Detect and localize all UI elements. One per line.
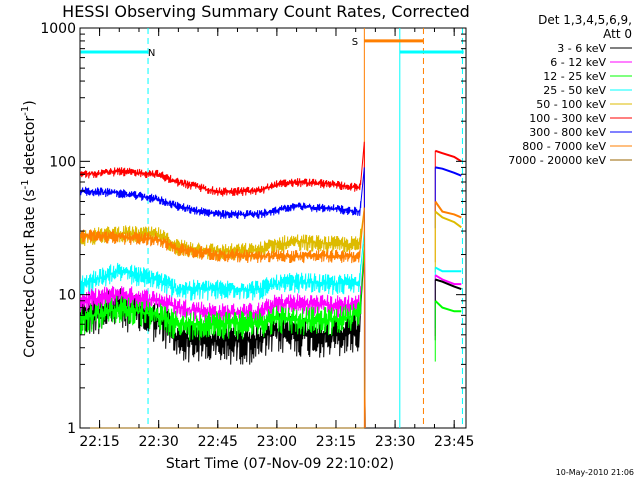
series-line-2 <box>80 243 366 429</box>
chart-title: HESSI Observing Summary Count Rates, Cor… <box>62 2 470 21</box>
series-line-5 <box>80 141 366 429</box>
x-tick-label: 23:45 <box>434 434 474 450</box>
axis-ticks: 22:15 22:30 22:45 23:00 23:15 23:30 23:45 1 10 10… <box>40 21 474 450</box>
y-axis-title: Corrected Count Rate (s-1 detector-1) <box>20 100 38 357</box>
post-gap-line-3 <box>434 210 462 229</box>
legend-title-line2: Att 0 <box>603 27 632 41</box>
series-line-7 <box>80 207 366 429</box>
post-gap-line-5 <box>434 274 462 286</box>
flag-markers: NS <box>80 28 464 428</box>
legend-entry-label: 6 - 12 keV <box>550 56 606 69</box>
y-tick-label: 1000 <box>40 21 76 37</box>
legend-entry-label: 100 - 300 keV <box>529 112 606 125</box>
series-line-4 <box>80 207 366 429</box>
post-gap-line-1 <box>435 166 462 177</box>
legend-entry-label: 12 - 25 keV <box>543 70 606 83</box>
post-gap-line-0 <box>434 149 462 163</box>
post-gap-line-2 <box>434 200 462 219</box>
legend-entry-label: 7000 - 20000 keV <box>508 154 606 167</box>
legend-title-line1: Det 1,3,4,5,6,9, <box>538 13 632 27</box>
post-gap-line-7 <box>434 300 462 313</box>
series-line-3 <box>80 231 366 429</box>
y-tick-label: 1 <box>67 421 76 437</box>
y-tick-label: 10 <box>58 288 76 304</box>
y-tick-label: 100 <box>49 154 76 170</box>
x-tick-label: 23:00 <box>257 434 297 450</box>
legend-entry-label: 800 - 7000 keV <box>522 140 606 153</box>
x-tick-label: 23:15 <box>316 434 356 450</box>
post-gap-line-4 <box>434 266 462 273</box>
flag-label: N <box>148 48 155 59</box>
flag-label: S <box>352 37 358 48</box>
legend-entry-label: 3 - 6 keV <box>557 42 606 55</box>
series-lines <box>80 141 462 429</box>
post-gap-line-6 <box>435 278 462 291</box>
plot-area <box>79 27 467 429</box>
series-line-1 <box>80 243 366 429</box>
plot-border <box>79 27 467 429</box>
series-line-6 <box>80 167 366 429</box>
legend-entry-label: 50 - 100 keV <box>536 98 606 111</box>
x-tick-label: 22:45 <box>198 434 238 450</box>
x-tick-label: 22:30 <box>138 434 178 450</box>
x-axis-title: Start Time (07-Nov-09 22:10:02) <box>166 456 394 472</box>
legend-entry-label: 300 - 800 keV <box>529 126 606 139</box>
legend-entry-label: 25 - 50 keV <box>543 84 606 97</box>
timestamp: 10-May-2010 21:06 <box>556 468 634 477</box>
x-tick-label: 23:30 <box>375 434 415 450</box>
x-tick-label: 22:15 <box>79 434 119 450</box>
